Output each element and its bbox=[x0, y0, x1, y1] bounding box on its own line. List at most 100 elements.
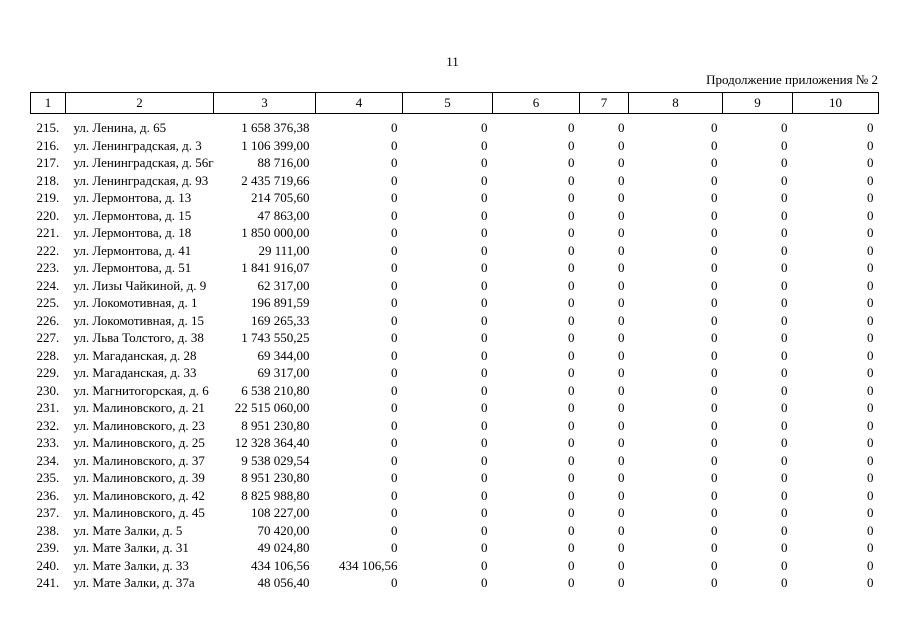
amount: 1 106 399,00 bbox=[241, 137, 310, 153]
col-5-value: 0 bbox=[481, 452, 488, 468]
col-9-value: 0 bbox=[781, 347, 788, 363]
row-number: 224. bbox=[36, 277, 60, 293]
col-9-value: 0 bbox=[781, 207, 788, 223]
col-7-value: 0 bbox=[618, 400, 625, 415]
address: ул. Малиновского, д. 39 bbox=[73, 470, 205, 485]
col-10-value: 0 bbox=[867, 522, 874, 538]
amount: 70 420,00 bbox=[257, 522, 310, 538]
col-9-value: 0 bbox=[781, 190, 788, 205]
col-8-value: 0 bbox=[711, 330, 718, 345]
row-number: 219. bbox=[36, 190, 60, 205]
col-7-value: 0 bbox=[618, 225, 625, 240]
col-6-value: 0 bbox=[568, 557, 575, 573]
col-8-value: 0 bbox=[711, 487, 718, 503]
col-5-value: 0 bbox=[481, 277, 488, 293]
table-row: 217. ул. Ленинградская, д. 56г 88 716,00 0 0… bbox=[31, 154, 879, 172]
amount: 48 056,40 bbox=[257, 575, 310, 590]
col-5-value: 0 bbox=[481, 260, 488, 275]
amount: 434 106,56 bbox=[251, 557, 310, 573]
col-7-value: 0 bbox=[618, 155, 625, 170]
table-row: 236. ул. Малиновского, д. 42 8 825 988,80 0… bbox=[31, 487, 879, 505]
col-4-value: 0 bbox=[391, 540, 398, 555]
col-10-value: 0 bbox=[867, 312, 874, 328]
col-4-value: 0 bbox=[391, 172, 398, 188]
address: ул. Ленинградская, д. 3 bbox=[73, 137, 202, 153]
col-8-value: 0 bbox=[711, 505, 718, 520]
table-row: 224. ул. Лизы Чайкиной, д. 9 62 317,00 0 0 0 0… bbox=[31, 277, 879, 295]
col-8-value: 0 bbox=[711, 522, 718, 538]
col-9-value: 0 bbox=[781, 435, 788, 450]
col-4-value: 0 bbox=[391, 120, 398, 135]
col-7-value: 0 bbox=[618, 277, 625, 293]
page-number: 11 bbox=[446, 54, 459, 69]
col-5-value: 0 bbox=[481, 330, 488, 345]
col-4-value: 0 bbox=[391, 452, 398, 468]
col-4-value: 0 bbox=[391, 137, 398, 153]
col-10-value: 0 bbox=[867, 155, 874, 170]
col-6-value: 0 bbox=[568, 382, 575, 398]
table-row: 219. ул. Лермонтова, д. 13 214 705,60 0 0 0 0 0… bbox=[31, 189, 879, 207]
col-10-value: 0 bbox=[867, 382, 874, 398]
col-8-value: 0 bbox=[711, 225, 718, 240]
col-7-value: 0 bbox=[618, 242, 625, 258]
col-10-value: 0 bbox=[867, 242, 874, 258]
row-number: 222. bbox=[36, 242, 60, 258]
col-8-value: 0 bbox=[711, 575, 718, 590]
col-6-value: 0 bbox=[568, 400, 575, 415]
col-4-value: 0 bbox=[391, 295, 398, 310]
table-row: 227. ул. Льва Толстого, д. 38 1 743 550,25… bbox=[31, 329, 879, 347]
amount: 8 951 230,80 bbox=[241, 417, 310, 433]
row-number: 228. bbox=[36, 347, 60, 363]
amount: 6 538 210,80 bbox=[241, 382, 310, 398]
table-row: 222. ул. Лермонтова, д. 41 29 111,00 0 0 0 0 0 0… bbox=[31, 242, 879, 260]
column-header-1: 1 bbox=[30, 92, 66, 114]
col-10-value: 0 bbox=[867, 207, 874, 223]
col-6-value: 0 bbox=[568, 155, 575, 170]
row-number: 226. bbox=[36, 312, 60, 328]
col-5-value: 0 bbox=[481, 207, 488, 223]
col-7-value: 0 bbox=[618, 417, 625, 433]
amount: 1 850 000,00 bbox=[241, 225, 310, 240]
col-5-value: 0 bbox=[481, 417, 488, 433]
col-7-value: 0 bbox=[618, 260, 625, 275]
col-9-value: 0 bbox=[781, 260, 788, 275]
col-6-value: 0 bbox=[568, 225, 575, 240]
col-7-value: 0 bbox=[618, 522, 625, 538]
column-header-2: 2 bbox=[65, 92, 214, 114]
amount: 1 841 916,07 bbox=[241, 260, 310, 275]
column-header-9: 9 bbox=[722, 92, 793, 114]
address: ул. Льва Толстого, д. 38 bbox=[73, 330, 204, 345]
col-8-value: 0 bbox=[711, 207, 718, 223]
amount: 49 024,80 bbox=[257, 540, 310, 555]
col-7-value: 0 bbox=[618, 172, 625, 188]
col-8-value: 0 bbox=[711, 470, 718, 485]
col-6-value: 0 bbox=[568, 137, 575, 153]
col-8-value: 0 bbox=[711, 295, 718, 310]
address: ул. Малиновского, д. 21 bbox=[73, 400, 205, 415]
col-6-value: 0 bbox=[568, 330, 575, 345]
col-5-value: 0 bbox=[481, 225, 488, 240]
col-9-value: 0 bbox=[781, 557, 788, 573]
table-row: 228. ул. Магаданская, д. 28 69 344,00 0 0 0 0 0… bbox=[31, 347, 879, 365]
col-10-value: 0 bbox=[867, 417, 874, 433]
row-number: 218. bbox=[36, 172, 60, 188]
appendix-table: 1 2 3 4 5 6 7 8 9 10 215. ул. Ленина, д. 65 1 658 3… bbox=[30, 92, 879, 592]
col-10-value: 0 bbox=[867, 575, 874, 590]
col-5-value: 0 bbox=[481, 155, 488, 170]
amount: 22 515 060,00 bbox=[234, 400, 310, 415]
col-7-value: 0 bbox=[618, 120, 625, 135]
col-6-value: 0 bbox=[568, 522, 575, 538]
header-row: 1 2 3 4 5 6 7 8 9 10 bbox=[30, 92, 879, 114]
col-6-value: 0 bbox=[568, 312, 575, 328]
col-7-value: 0 bbox=[618, 505, 625, 520]
col-10-value: 0 bbox=[867, 190, 874, 205]
col-9-value: 0 bbox=[781, 505, 788, 520]
row-number: 237. bbox=[36, 505, 60, 520]
row-number: 231. bbox=[36, 400, 60, 415]
column-header-6: 6 bbox=[492, 92, 580, 114]
col-5-value: 0 bbox=[481, 137, 488, 153]
col-5-value: 0 bbox=[481, 522, 488, 538]
row-number: 241. bbox=[36, 575, 60, 590]
col-7-value: 0 bbox=[618, 452, 625, 468]
row-number: 232. bbox=[36, 417, 60, 433]
